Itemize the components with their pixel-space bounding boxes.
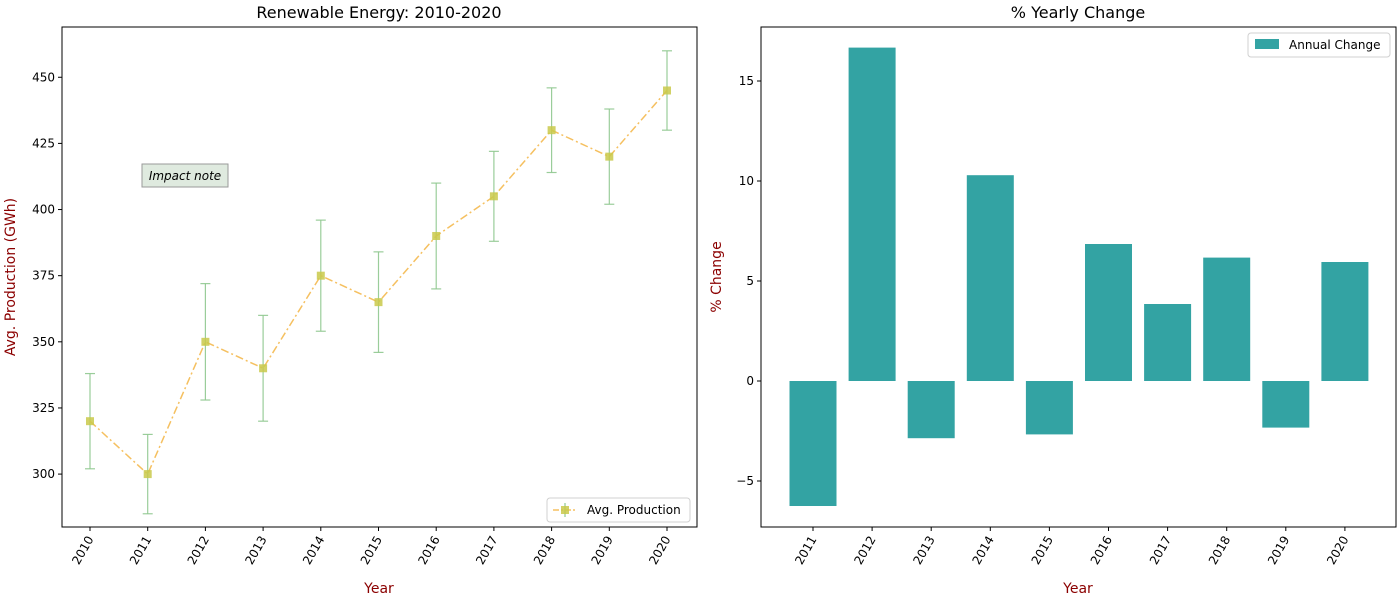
x-tick-label: 2011 [792, 534, 819, 567]
yearly-change-legend-box [1247, 32, 1391, 58]
change-bar [1262, 381, 1310, 428]
x-tick-label: 2017 [1147, 534, 1174, 567]
yearly-change-bars [789, 47, 1369, 506]
y-tick-label: 300 [32, 467, 55, 481]
x-tick-label: 2012 [185, 534, 212, 567]
change-bar [789, 381, 837, 506]
x-tick-label: 2018 [531, 534, 558, 567]
x-tick-label: 2014 [970, 534, 997, 567]
data-point-marker [547, 126, 556, 135]
yearly-change-legend-label: Annual Change [1289, 38, 1380, 52]
data-point-marker [86, 417, 94, 426]
change-bar [907, 381, 955, 439]
legend-marker-sample [561, 506, 569, 514]
x-tick-label: 2018 [1206, 534, 1233, 567]
data-point-marker [201, 337, 210, 346]
x-tick-label: 2019 [1265, 534, 1292, 567]
production-chart-panel: Renewable Energy: 2010-2020 300 325 350 375… [3, 3, 698, 597]
yearly-change-x-ticks: 2011 2012 2013 2014 2015 2016 2017 2018 2019 2020 [792, 527, 1351, 567]
y-tick-label: 425 [32, 136, 55, 150]
impact-note-box [141, 163, 229, 188]
x-tick-label: 2019 [589, 534, 616, 567]
x-tick-label: 2010 [69, 534, 96, 567]
change-bar [1085, 244, 1132, 381]
x-tick-label: 2011 [127, 534, 154, 567]
data-point-marker [374, 298, 383, 307]
data-point-marker [663, 86, 671, 95]
production-plot-area [61, 26, 698, 528]
y-tick-label: 400 [32, 203, 55, 217]
y-tick-label: 350 [32, 335, 55, 349]
change-bar [966, 175, 1014, 381]
data-point-marker [259, 364, 268, 373]
production-chart-title: Renewable Energy: 2010-2020 [256, 3, 501, 22]
x-tick-label: 2017 [473, 534, 500, 567]
yearly-change-y-axis-label: % Change [709, 241, 725, 312]
x-tick-label: 2013 [910, 534, 937, 567]
impact-note-annotation: Impact note [141, 163, 229, 188]
data-point-marker [316, 271, 325, 280]
production-y-ticks: 300 325 350 375 400 425 450 [32, 70, 62, 481]
data-point-marker [489, 192, 498, 201]
data-point-marker [605, 152, 614, 161]
data-point-marker [143, 470, 152, 479]
y-tick-label: 450 [32, 70, 55, 84]
impact-note-text: Impact note [149, 169, 221, 183]
change-bar [1144, 304, 1192, 381]
production-x-axis-label: Year [363, 581, 394, 597]
yearly-change-plot-area [760, 26, 1397, 528]
y-tick-label: 0 [746, 374, 754, 388]
data-point-marker [432, 231, 441, 240]
x-tick-label: 2016 [1088, 534, 1115, 567]
change-bar [1203, 257, 1251, 381]
y-tick-label: −5 [736, 474, 754, 488]
x-tick-label: 2016 [415, 534, 442, 567]
x-tick-label: 2012 [851, 534, 878, 567]
yearly-change-y-ticks: −5 0 5 10 15 [736, 74, 761, 488]
y-tick-label: 10 [739, 174, 754, 188]
production-legend: Avg. Production [546, 497, 691, 523]
production-y-axis-label: Avg. Production (GWh) [3, 198, 19, 356]
production-legend-box [546, 497, 691, 523]
yearly-change-chart-title: % Yearly Change [1011, 3, 1145, 22]
x-tick-label: 2015 [1029, 534, 1056, 567]
production-markers [86, 86, 671, 479]
change-bar [1321, 262, 1369, 381]
change-bar [1025, 381, 1073, 435]
x-tick-label: 2014 [300, 534, 327, 567]
change-bar [848, 47, 896, 381]
legend-bar-swatch [1255, 39, 1279, 49]
production-series-line [89, 89, 668, 476]
y-tick-label: 15 [739, 74, 754, 88]
yearly-change-legend: Annual Change [1247, 32, 1391, 58]
y-tick-label: 5 [746, 274, 754, 288]
y-tick-label: 375 [32, 269, 55, 283]
x-tick-label: 2020 [1324, 534, 1351, 567]
x-tick-label: 2020 [646, 534, 673, 567]
x-tick-label: 2013 [242, 534, 269, 567]
production-x-ticks: 2010 2011 2012 2013 2014 2015 2016 2017 2018 2019… [69, 527, 674, 567]
production-legend-label: Avg. Production [587, 503, 681, 517]
x-tick-label: 2015 [358, 534, 385, 567]
yearly-change-x-axis-label: Year [1062, 581, 1093, 597]
y-tick-label: 325 [32, 401, 55, 415]
production-error-bars [85, 50, 672, 515]
